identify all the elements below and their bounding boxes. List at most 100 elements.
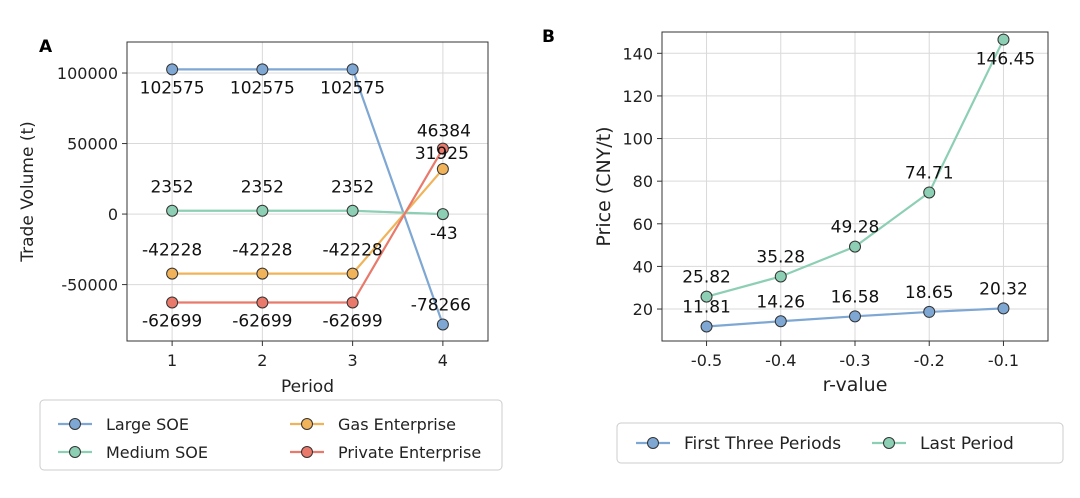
x-tick-label: 4	[438, 351, 448, 370]
data-point	[346, 296, 359, 309]
data-label: 14.26	[756, 292, 805, 312]
data-label: -78266	[411, 295, 471, 315]
data-point	[849, 310, 861, 323]
data-point	[256, 63, 269, 76]
data-label: 18.65	[905, 283, 954, 303]
data-point	[256, 296, 269, 309]
data-point	[923, 305, 936, 318]
y-tick-label: 80	[633, 172, 653, 191]
x-tick-label: -0.3	[839, 351, 870, 370]
x-tick-label: -0.2	[914, 351, 945, 370]
x-tick-label: -0.5	[691, 351, 722, 370]
data-point	[166, 204, 179, 217]
x-tick-label: -0.4	[765, 351, 796, 370]
data-point	[346, 267, 359, 280]
data-label: 16.58	[831, 287, 880, 307]
legend-marker	[301, 418, 313, 430]
series-line-gas-enterprise	[172, 168, 444, 275]
y-tick-label: 100	[622, 130, 653, 149]
data-label: 11.81	[682, 297, 731, 317]
legend-entry: Gas Enterprise	[338, 415, 456, 434]
data-label: 35.28	[756, 247, 805, 267]
data-point	[436, 208, 449, 221]
series-line-large-soe	[172, 68, 444, 325]
y-tick-label: 20	[633, 300, 653, 319]
x-tick-label: -0.1	[988, 351, 1019, 370]
data-point	[166, 296, 179, 309]
data-point	[436, 142, 449, 155]
x-tick-label: 1	[167, 351, 177, 370]
data-label: 2352	[241, 178, 284, 198]
x-axis-label: Period	[281, 377, 334, 397]
data-point	[700, 320, 713, 333]
x-axis-label: r-value	[823, 374, 888, 396]
data-point	[256, 267, 269, 280]
data-label: 102575	[230, 78, 295, 98]
legend-box	[39, 399, 503, 471]
panel-letter: B	[542, 27, 555, 47]
data-point	[436, 318, 449, 331]
data-point	[346, 63, 359, 76]
legend-entry: First Three Periods	[684, 434, 841, 454]
legend-entry: Private Enterprise	[338, 443, 481, 462]
data-point	[166, 63, 179, 76]
y-axis-label: Trade Volume (t)	[18, 121, 38, 263]
legend-marker	[883, 437, 895, 449]
data-label: -42228	[323, 241, 383, 261]
legend-marker	[69, 446, 81, 458]
data-label: 102575	[320, 78, 385, 98]
legend-entry: Last Period	[920, 434, 1014, 454]
y-tick-label: 120	[622, 87, 653, 106]
data-point	[346, 204, 359, 217]
legend-entry: Medium SOE	[106, 443, 208, 462]
data-label: -42228	[142, 241, 202, 261]
y-tick-label: 40	[633, 257, 653, 276]
y-tick-label: 100000	[57, 64, 118, 83]
plot-frame	[126, 41, 489, 342]
data-label: -62699	[142, 311, 202, 331]
x-tick-label: 2	[257, 351, 267, 370]
data-label: 46384	[417, 122, 471, 142]
data-point	[774, 270, 787, 283]
panel-letter: A	[39, 37, 53, 57]
data-label: -62699	[232, 311, 292, 331]
series-line-medium-soe	[172, 209, 443, 216]
data-label: 25.82	[682, 268, 731, 288]
data-point	[166, 267, 179, 280]
data-point	[700, 290, 713, 303]
y-tick-label: -50000	[61, 276, 118, 295]
series-line-private-enterprise	[172, 148, 444, 304]
data-point	[774, 315, 787, 328]
y-tick-label: 140	[622, 44, 653, 63]
data-label: 2352	[331, 178, 374, 198]
y-axis-label: Price (CNY/t)	[593, 126, 615, 246]
legend: Large SOE Medium SOE Gas Enterprise Private…	[39, 399, 503, 471]
x-tick-label: 3	[348, 351, 358, 370]
data-label: 146.45	[976, 50, 1035, 70]
data-label: 74.71	[905, 163, 954, 183]
data-point	[849, 240, 861, 253]
legend-marker	[647, 437, 659, 449]
data-label: 49.28	[831, 218, 880, 238]
data-label: -43	[430, 224, 458, 244]
data-label: 31925	[415, 144, 469, 164]
data-point	[997, 33, 1010, 46]
legend-marker	[69, 418, 81, 430]
legend-entry: Large SOE	[106, 415, 189, 434]
chart-panel-a: A 1 2 3 4 -50000 0 50000 100000 Period Trade Volum…	[18, 37, 503, 471]
data-point	[436, 163, 449, 176]
data-point	[997, 302, 1010, 315]
y-tick-label: 50000	[67, 135, 118, 154]
legend-box	[616, 422, 1064, 464]
data-label: 2352	[150, 178, 193, 198]
legend-marker	[301, 446, 313, 458]
data-label: -62699	[323, 311, 383, 331]
data-point	[923, 186, 936, 199]
chart-panel-b: B -0.5 -0.4 -0.3 -0.2 -0.1 20 40 60 80 100 120 140 r-…	[542, 27, 1064, 464]
data-label: 102575	[140, 78, 205, 98]
data-label: -42228	[232, 241, 292, 261]
y-tick-label: 0	[108, 205, 118, 224]
data-point	[256, 204, 269, 217]
data-label: 20.32	[979, 279, 1028, 299]
